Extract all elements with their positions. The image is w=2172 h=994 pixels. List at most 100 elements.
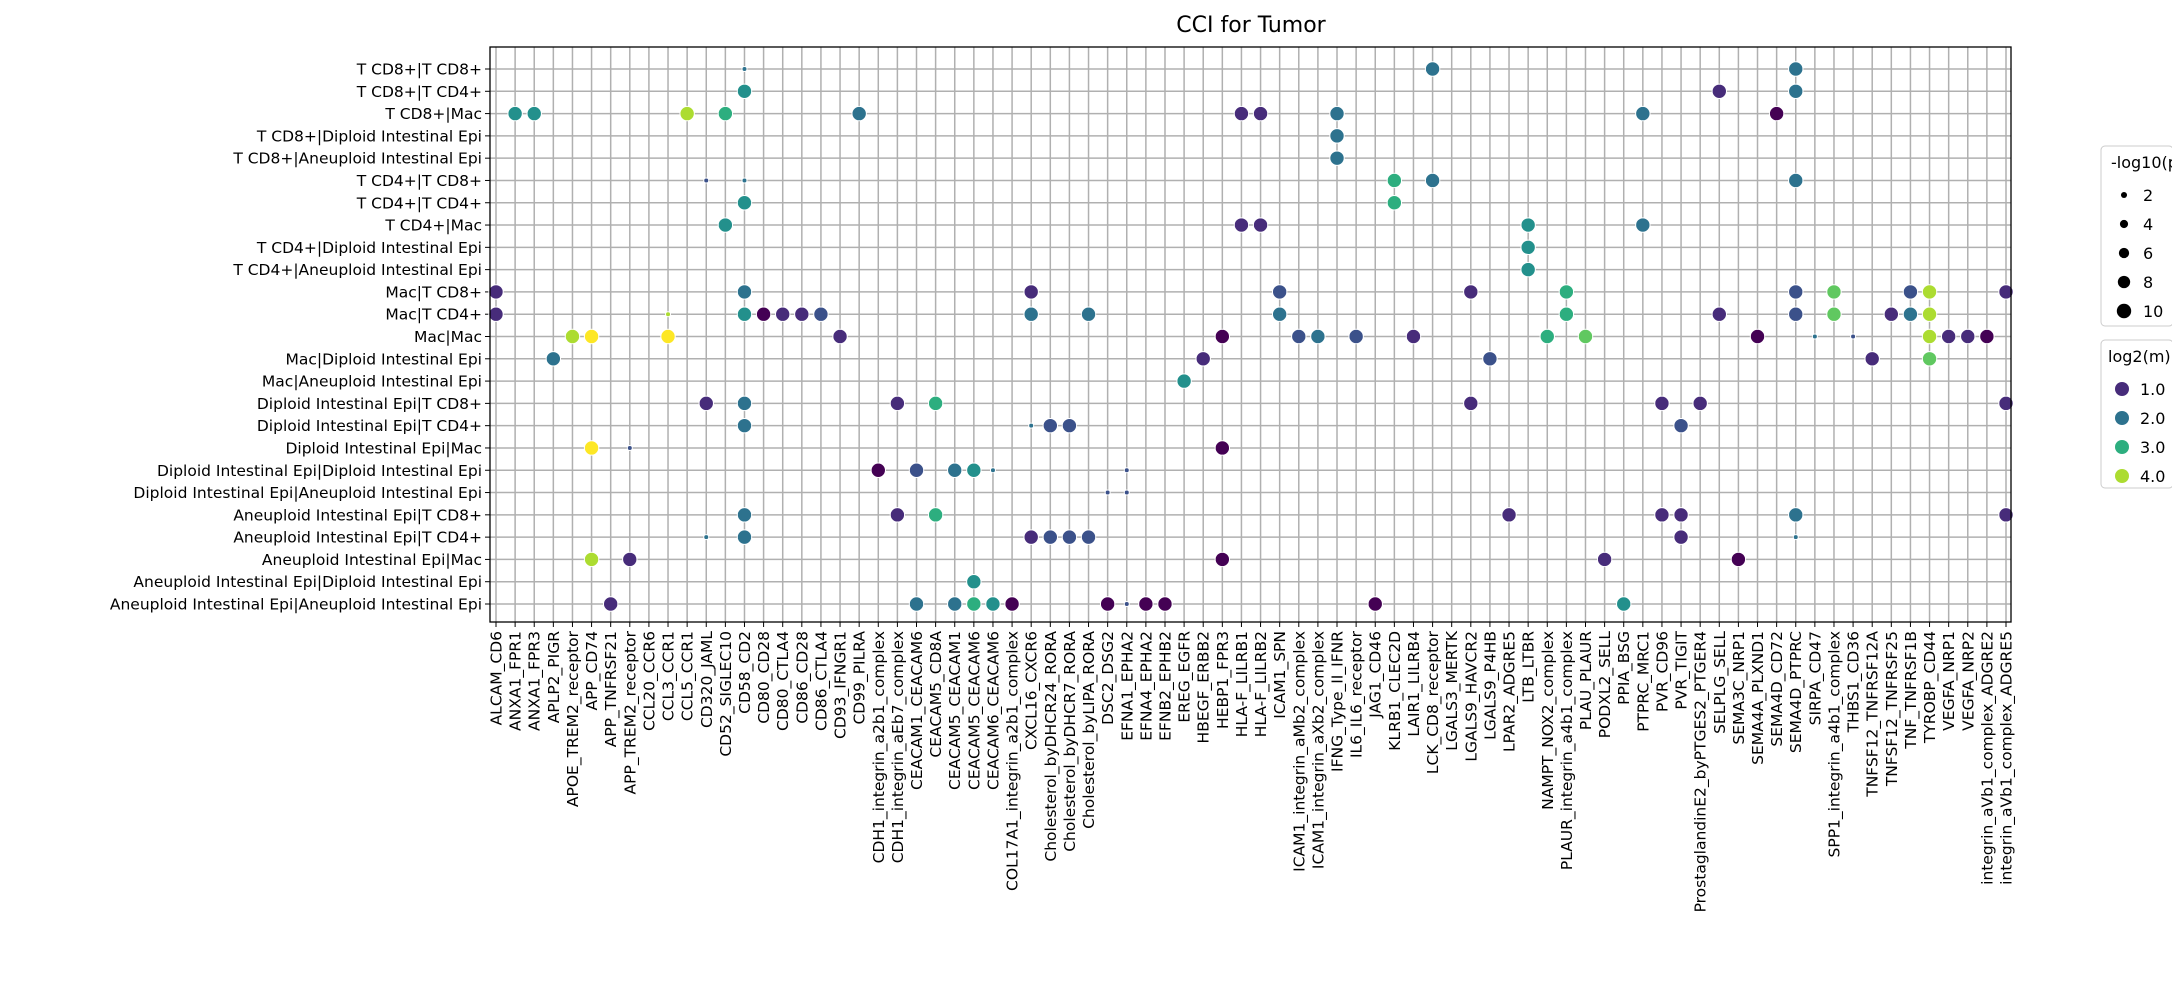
data-point xyxy=(507,105,523,122)
data-point xyxy=(1214,440,1231,456)
y-tick-label: Aneuploid Intestinal Epi|Mac xyxy=(262,551,482,569)
data-point xyxy=(741,65,748,73)
x-tick-label: TNFSF12_TNFRSF12A xyxy=(1864,631,1883,798)
x-tick-label: SEMA3C_NRP1 xyxy=(1730,631,1749,745)
data-point xyxy=(488,306,504,322)
x-tick-label: Cholesterol_byLIPA_RORA xyxy=(1080,631,1099,829)
x-tick-label: ProstaglandinE2_byPTGES2_PTGER4 xyxy=(1692,631,1711,912)
x-tick-label: PPIA_BSG xyxy=(1615,631,1634,705)
data-point xyxy=(736,507,753,523)
x-tick-label: CD80_CTLA4 xyxy=(774,631,793,731)
data-point xyxy=(1329,105,1345,122)
data-point xyxy=(622,551,638,568)
x-tick-label: CD99_PILRA xyxy=(851,631,870,725)
y-tick-label: T CD4+|Mac xyxy=(384,217,482,235)
data-point xyxy=(1596,551,1613,568)
x-tick-label: TNFSF12_TNFRSF25 xyxy=(1883,631,1902,787)
data-point xyxy=(1023,529,1039,545)
size-legend-label: 6 xyxy=(2143,244,2153,263)
data-point xyxy=(1463,284,1479,300)
size-legend-marker xyxy=(2120,191,2128,199)
data-point xyxy=(1921,351,1938,367)
size-legend-label: 10 xyxy=(2143,302,2163,321)
color-legend-label: 3.0 xyxy=(2140,438,2165,457)
x-tick-label: ANXA1_FPR3 xyxy=(526,631,545,731)
data-point xyxy=(1792,534,1799,541)
data-point xyxy=(1850,333,1857,340)
x-tick-label: ANXA1_FPR1 xyxy=(507,631,526,731)
data-point xyxy=(1028,422,1035,429)
x-tick-label: SELPLG_SELL xyxy=(1711,631,1730,734)
x-tick-label: CD93_IFNGR1 xyxy=(832,631,851,739)
data-point xyxy=(1692,395,1708,412)
data-point xyxy=(1386,195,1403,211)
data-point xyxy=(989,467,996,474)
y-tick-label: Diploid Intestinal Epi|Diploid Intestina… xyxy=(157,462,482,480)
data-point xyxy=(1711,83,1727,99)
y-tick-label: T CD8+|Aneuploid Intestinal Epi xyxy=(232,150,482,168)
x-tick-label: EFNB2_EPHB2 xyxy=(1156,631,1175,741)
data-point xyxy=(1123,600,1130,608)
data-point xyxy=(1864,351,1880,367)
data-point xyxy=(1921,328,1938,345)
data-point xyxy=(1730,551,1747,568)
x-tick-label: IFNG_Type_II_IFNR xyxy=(1329,631,1348,772)
x-tick-label: CD58_CD2 xyxy=(736,631,755,714)
x-tick-label: JAG1_CD46 xyxy=(1367,631,1386,719)
y-tick-label: T CD8+|T CD8+ xyxy=(356,61,482,79)
x-tick-label: LAIR1_LILRB4 xyxy=(1405,631,1424,737)
data-point xyxy=(1826,284,1842,300)
data-point xyxy=(1104,489,1111,496)
data-point xyxy=(813,306,829,322)
data-point xyxy=(927,507,944,523)
y-tick-label: Aneuploid Intestinal Epi|T CD8+ xyxy=(233,506,482,524)
data-point xyxy=(1788,284,1804,300)
data-point xyxy=(1042,529,1059,545)
color-legend: log2(m) 1.0 2.0 3.0 4.0 xyxy=(2100,339,2172,489)
data-point xyxy=(1463,395,1479,412)
data-point xyxy=(1673,417,1689,434)
data-point xyxy=(1811,333,1818,340)
x-tick-label: CEACAM5_CD8A xyxy=(927,631,946,758)
size-legend-label: 8 xyxy=(2143,273,2153,292)
data-point xyxy=(741,177,748,184)
y-tick-label: T CD4+|Aneuploid Intestinal Epi xyxy=(232,261,482,279)
size-legend-label: 4 xyxy=(2143,215,2153,234)
data-point xyxy=(1329,150,1345,166)
y-tick-label: Diploid Intestinal Epi|T CD8+ xyxy=(257,395,482,413)
y-tick-label: T CD8+|Diploid Intestinal Epi xyxy=(256,127,482,145)
x-tick-label: ICAM1_integrin_aXb2_complex xyxy=(1309,631,1328,869)
data-point xyxy=(545,351,562,367)
data-point xyxy=(755,306,772,322)
data-point xyxy=(1788,83,1804,99)
data-point xyxy=(1042,417,1059,434)
data-point xyxy=(794,306,810,322)
data-point xyxy=(1520,239,1536,256)
data-point xyxy=(1654,395,1670,412)
x-tick-label: PVR_CD96 xyxy=(1653,631,1672,712)
y-tick-label: Mac|Diploid Intestinal Epi xyxy=(285,350,482,368)
x-tick-label: APLP2_PIGR xyxy=(545,631,564,723)
size-legend-title: -log10(p) xyxy=(2111,153,2172,172)
x-tick-label: integrin_aVb1_complex_ADGRE5 xyxy=(1998,631,2017,885)
data-point xyxy=(966,596,982,612)
data-point xyxy=(1176,373,1192,389)
data-point xyxy=(736,417,753,434)
data-point xyxy=(1902,284,1919,300)
data-point xyxy=(966,462,982,478)
x-tick-label: CCL3_CCR1 xyxy=(660,631,679,721)
data-point xyxy=(1558,306,1575,322)
x-tick-label: IL6_IL6_receptor xyxy=(1348,630,1367,758)
size-legend-marker xyxy=(2117,275,2131,289)
x-tick-label: VEGFA_NRP1 xyxy=(1940,631,1959,731)
data-point xyxy=(1654,507,1670,523)
data-point xyxy=(1123,467,1130,474)
data-point xyxy=(660,328,676,345)
data-point xyxy=(736,306,753,322)
x-tick-label: KLRB1_CLEC2D xyxy=(1386,631,1405,751)
color-legend-marker xyxy=(2115,440,2129,454)
data-point xyxy=(1539,328,1555,345)
x-tick-label: PTPRC_MRC1 xyxy=(1634,631,1653,732)
data-point xyxy=(851,105,867,122)
x-tick-label: Cholesterol_byDHCR24_RORA xyxy=(1042,631,1061,862)
